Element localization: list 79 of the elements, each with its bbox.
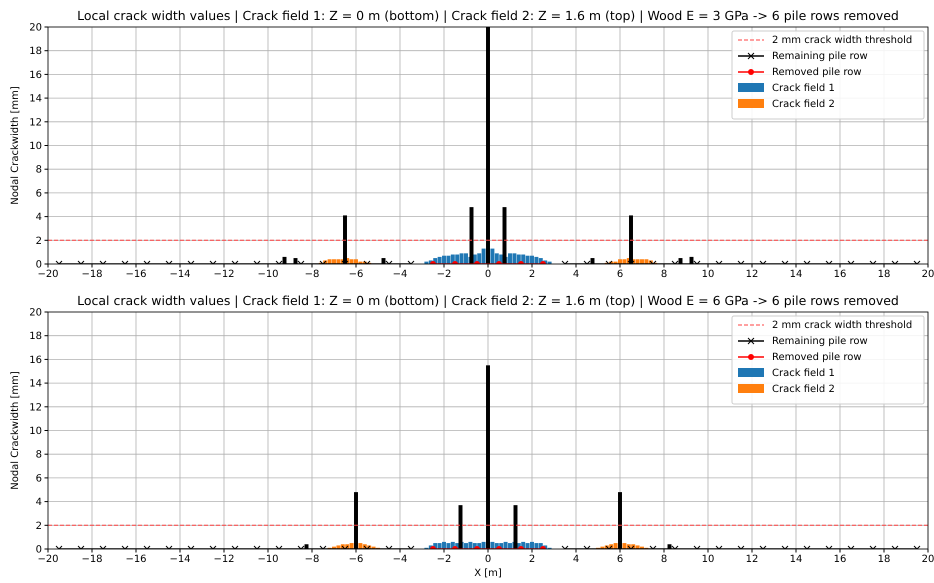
x-tick-label: −10	[257, 269, 279, 280]
y-tick-label: 18	[29, 46, 42, 58]
x-tick-label: −2	[436, 269, 452, 280]
x-tick-label: −20	[37, 554, 59, 565]
x-tick-label: −10	[257, 554, 279, 565]
x-tick-label: −4	[392, 269, 408, 280]
y-tick-label: 18	[29, 331, 42, 342]
x-tick-label: 6	[616, 269, 624, 280]
x-tick-label: −2	[436, 554, 452, 565]
x-tick-label: −16	[125, 269, 147, 280]
legend-label: Crack field 2	[772, 384, 835, 395]
x-tick-label: 20	[922, 269, 934, 280]
x-axis-title: X [m]	[474, 568, 502, 579]
x-tick-label: 10	[702, 269, 714, 280]
x-tick-label: 8	[660, 554, 668, 565]
x-tick-label: −16	[125, 554, 147, 565]
y-tick-label: 14	[29, 94, 42, 105]
x-tick-label: −6	[348, 269, 364, 280]
x-tick-label: −20	[37, 269, 59, 280]
x-tick-label: 12	[746, 269, 758, 280]
y-tick-label: 10	[29, 141, 42, 152]
y-tick-label: 20	[29, 22, 42, 34]
y-axis-title: Nodal Crackwidth [mm]	[10, 371, 21, 490]
x-tick-label: 8	[660, 269, 668, 280]
legend-label: Removed pile row	[772, 352, 862, 363]
y-tick-label: 12	[29, 117, 42, 128]
x-tick-label: 6	[616, 554, 624, 565]
legend-label: Crack field 2	[772, 99, 835, 110]
x-tick-label: −8	[304, 554, 320, 565]
y-tick-label: 4	[36, 497, 42, 508]
x-tick-label: 4	[572, 269, 580, 280]
legend-label: 2 mm crack width threshold	[772, 35, 912, 46]
y-tick-label: 10	[29, 426, 42, 437]
x-tick-label: −6	[348, 554, 364, 565]
y-tick-label: 2	[36, 520, 42, 532]
x-tick-label: −12	[213, 269, 235, 280]
y-tick-label: 16	[29, 70, 42, 81]
chart-title: Local crack width values | Crack field 1: Z = 0 m (bottom) | Crack field 2: Z = 1.6 m (top) | Wood E = 6 GPa -> 6 pile rows removed	[77, 293, 899, 308]
x-tick-label: 12	[746, 554, 758, 565]
y-tick-label: 0	[36, 260, 42, 270]
x-tick-label: −4	[392, 554, 408, 565]
x-tick-label: 14	[790, 554, 802, 565]
y-tick-label: 8	[36, 450, 42, 461]
x-tick-label: 18	[878, 269, 890, 280]
x-tick-label: −8	[304, 269, 320, 280]
chart-title: Local crack width values | Crack field 1: Z = 0 m (bottom) | Crack field 2: Z = 1.6 m (top) | Wood E = 3 GPa -> 6 pile rows removed	[77, 8, 899, 23]
x-tick-label: 16	[834, 269, 846, 280]
y-tick-label: 2	[36, 236, 42, 247]
y-tick-label: 16	[29, 354, 42, 366]
x-tick-label: 16	[834, 554, 846, 565]
legend-label: Removed pile row	[772, 67, 862, 78]
y-axis-title: Nodal Crackwidth [mm]	[10, 86, 21, 205]
y-tick-label: 4	[36, 212, 42, 224]
y-tick-label: 20	[29, 308, 42, 318]
x-tick-label: 2	[528, 554, 536, 565]
y-tick-label: 6	[36, 188, 42, 200]
y-tick-label: 14	[29, 378, 42, 390]
legend-label: 2 mm crack width threshold	[772, 320, 912, 331]
y-tick-label: 12	[29, 402, 42, 414]
x-tick-label: −18	[81, 554, 103, 565]
x-tick-label: 0	[484, 269, 492, 280]
y-tick-label: 8	[36, 164, 42, 176]
legend-label: Crack field 1	[772, 368, 835, 379]
x-tick-label: 2	[528, 269, 536, 280]
x-tick-label: 0	[484, 554, 492, 565]
legend-label: Crack field 1	[772, 83, 835, 94]
y-tick-label: 6	[36, 473, 42, 484]
x-tick-label: 14	[790, 269, 802, 280]
legend-label: Remaining pile row	[772, 51, 868, 62]
x-tick-label: −18	[81, 269, 103, 280]
x-tick-label: 4	[572, 554, 580, 565]
x-tick-label: −12	[213, 554, 235, 565]
x-tick-label: 20	[922, 554, 934, 565]
x-tick-label: 10	[702, 554, 714, 565]
x-tick-label: −14	[169, 269, 191, 280]
x-tick-label: −14	[169, 554, 191, 565]
x-tick-label: 18	[878, 554, 890, 565]
y-tick-label: 0	[36, 544, 42, 556]
legend-label: Remaining pile row	[772, 336, 868, 347]
